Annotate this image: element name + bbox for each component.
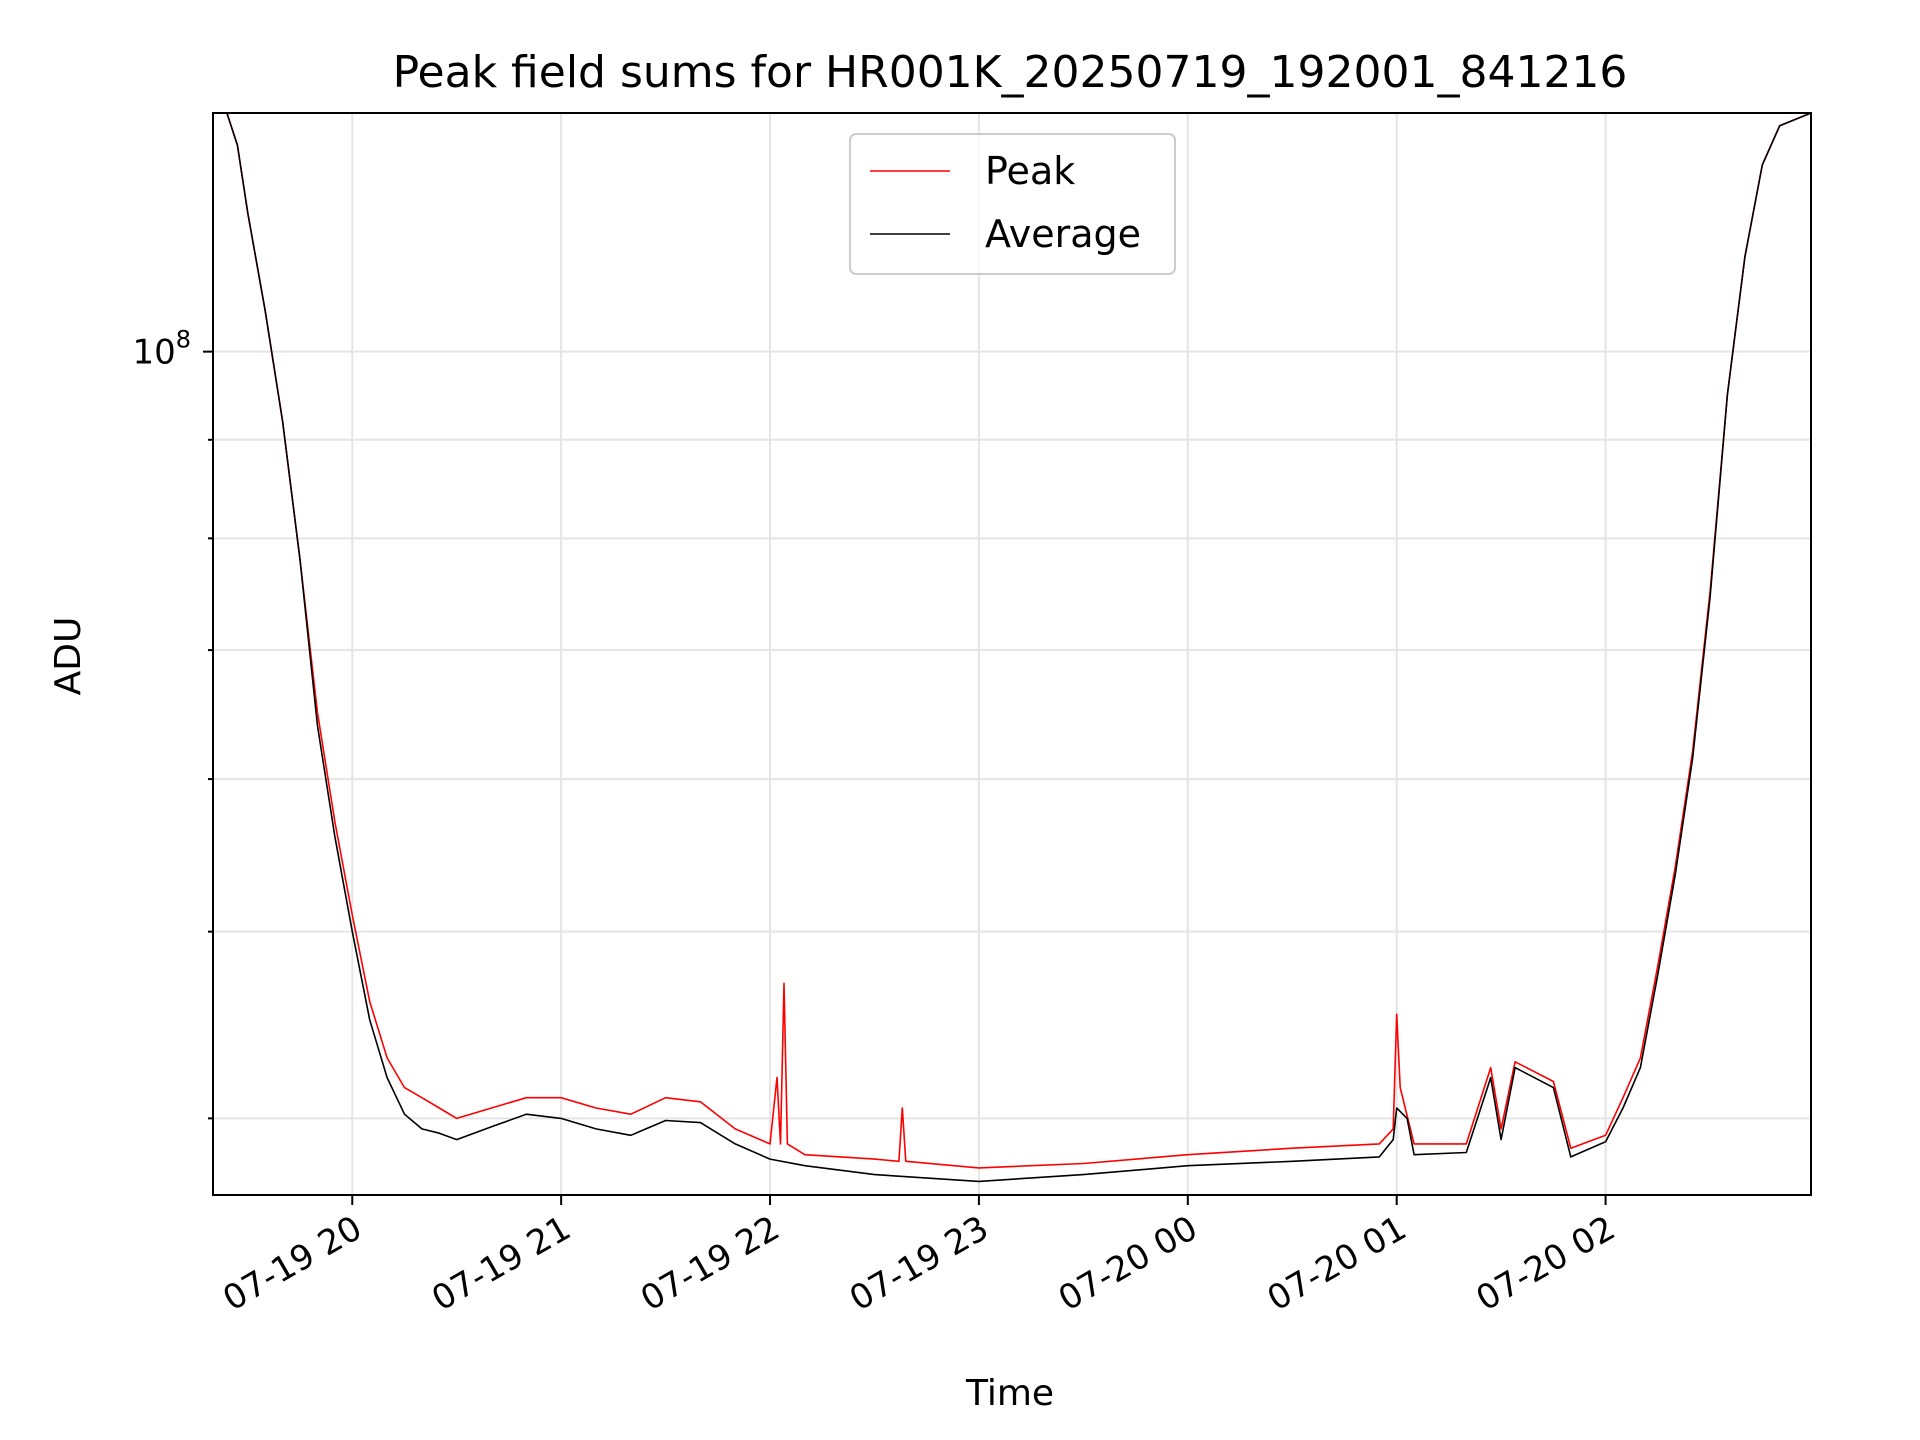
legend-label-peak: Peak (985, 149, 1075, 193)
series-lines (213, 112, 1812, 1183)
legend: Peak Average (849, 133, 1176, 275)
y-axis-label: ADU (48, 617, 89, 696)
y-axis-ticks: 108 (132, 326, 213, 1120)
series-line-average (213, 112, 1812, 1183)
legend-box (849, 133, 1176, 275)
series-line-peak (213, 112, 1812, 1169)
grid (213, 113, 1811, 1195)
legend-label-average: Average (985, 212, 1141, 256)
y-tick-label: 108 (132, 326, 191, 373)
plot-frame (212, 112, 1812, 1196)
chart-title: Peak field sums for HR001K_20250719_1920… (393, 47, 1628, 98)
x-axis-label: Time (965, 1373, 1054, 1414)
